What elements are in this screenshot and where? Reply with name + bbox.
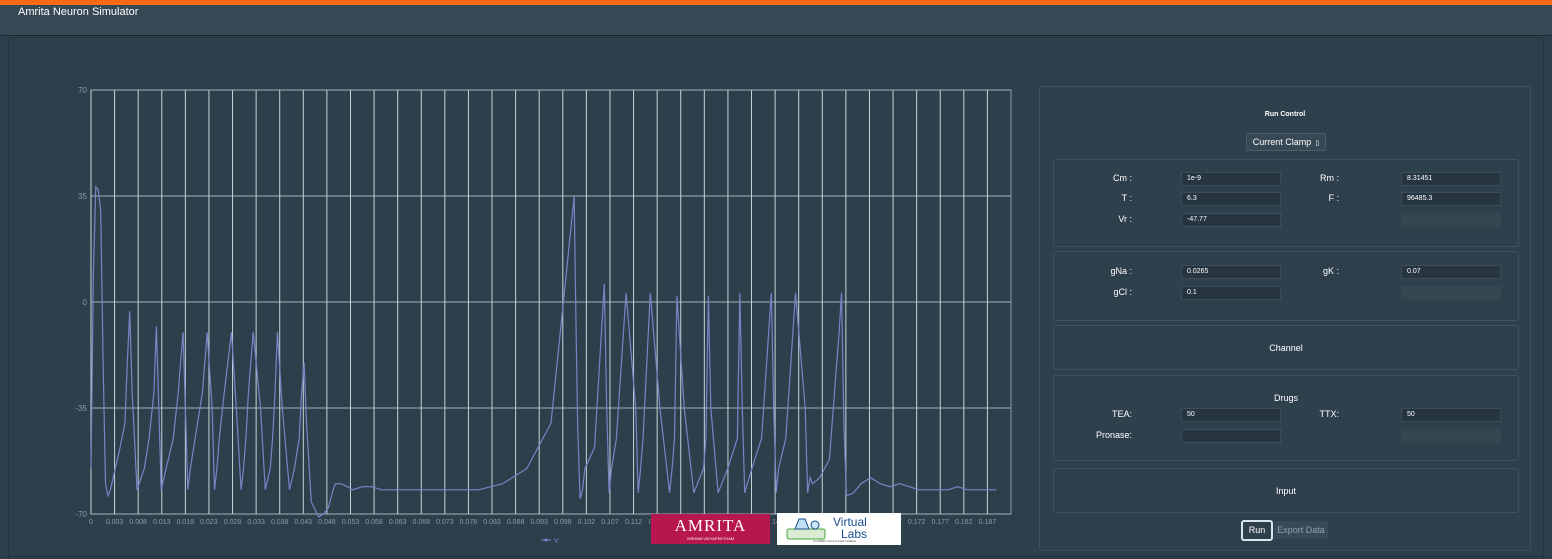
x-tick-label: 0.038 [271, 519, 289, 526]
legend-marker [544, 538, 548, 542]
drugs-box: Drugs TEA: 50 TTX: 50 Pronase: [1053, 375, 1519, 461]
legend-label: V [554, 538, 559, 545]
top-accent-bar [0, 0, 1552, 5]
x-tick-label: 0.063 [389, 519, 407, 526]
gcl-label: gCl : [1113, 287, 1132, 297]
pronase-label: Pronase: [1095, 430, 1132, 440]
x-tick-label: 0.068 [412, 519, 430, 526]
series-line-v [90, 185, 997, 518]
x-tick-label: 0.073 [436, 519, 454, 526]
t-label: T : [1121, 193, 1132, 203]
y-tick-label: -70 [75, 510, 87, 519]
drugs-title: Drugs [1273, 393, 1298, 403]
x-tick-label: 0.093 [530, 519, 548, 526]
x-tick-label: 0.078 [460, 519, 478, 526]
cm-field[interactable]: 1e-9 [1181, 172, 1281, 186]
x-tick-label: 0.048 [318, 519, 336, 526]
vlabs-logo-line1: Virtual [833, 515, 867, 529]
chevron-down-icon: ▯ [1315, 140, 1320, 147]
f-field[interactable]: 96485.3 [1401, 192, 1501, 206]
x-tick-label: 0.107 [601, 519, 619, 526]
gcl-field[interactable]: 0.1 [1181, 286, 1281, 300]
tea-label: TEA: [1111, 409, 1132, 419]
input-box[interactable]: Input [1053, 468, 1519, 513]
membrane-params-box: Cm : 1e-9 Rm : 8.31451 T : 6.3 F : 96485… [1053, 159, 1519, 247]
f-label: F : [1328, 193, 1340, 203]
conductances-box: gNa : 0.0265 gK : 0.07 gCl : 0.1 [1053, 251, 1519, 321]
x-tick-label: 0.172 [908, 519, 926, 526]
tea-field[interactable]: 50 [1181, 408, 1281, 422]
empty-field [1401, 286, 1501, 300]
gna-label: gNa : [1110, 266, 1132, 276]
x-tick-label: 0.187 [979, 519, 997, 526]
flask-icon [786, 518, 826, 540]
x-tick-label: 0.043 [295, 519, 313, 526]
run-control-panel: Run Control Current Clamp ▯ Cm : 1e-9 Rm … [1039, 86, 1531, 551]
pronase-field[interactable] [1181, 429, 1281, 443]
rm-label: Rm : [1320, 173, 1339, 183]
x-tick-label: 0.013 [153, 519, 171, 526]
x-tick-label: 0.102 [578, 519, 596, 526]
x-tick-label: 0.028 [224, 519, 242, 526]
ttx-label: TTX: [1319, 409, 1340, 419]
y-tick-label: 35 [78, 192, 87, 201]
voltage-chart: 70 35 0 -35 -70 0 0.003 0.008 0.013 0.018 0.023 0.0… [17, 78, 1027, 548]
empty-field [1401, 429, 1501, 443]
run-control-title: Run Control [1264, 111, 1306, 118]
x-tick-label: 0.053 [342, 519, 360, 526]
vr-label: Vr : [1118, 214, 1132, 224]
empty-field [1401, 213, 1501, 227]
title-bar: Amrita Neuron Simulator [0, 5, 1552, 36]
channel-box[interactable]: Channel [1053, 325, 1519, 370]
cm-label: Cm : [1113, 173, 1132, 183]
y-tick-label: 0 [83, 298, 88, 307]
app-title: Amrita Neuron Simulator [18, 6, 139, 18]
gna-field[interactable]: 0.0265 [1181, 265, 1281, 279]
main-content: 70 35 0 -35 -70 0 0.003 0.008 0.013 0.018 0.023 0.0… [8, 37, 1544, 557]
run-button[interactable]: Run [1241, 520, 1273, 541]
t-field[interactable]: 6.3 [1181, 192, 1281, 206]
input-title: Input [1275, 486, 1297, 496]
clamp-mode-select[interactable]: Current Clamp ▯ [1246, 133, 1326, 151]
vr-field[interactable]: -47.77 [1181, 213, 1281, 227]
vlabs-logo-line2: Labs [841, 527, 868, 541]
export-data-button[interactable]: Export Data [1274, 521, 1328, 539]
y-tick-label: -35 [75, 404, 87, 413]
x-tick-label: 0.003 [106, 519, 124, 526]
amrita-logo: AMRITA VISHWA VIDYAPEETHAM [651, 514, 770, 544]
y-tick-label: 70 [78, 86, 87, 95]
amrita-logo-text: AMRITA [674, 516, 747, 535]
clamp-mode-label: Current Clamp [1252, 137, 1312, 147]
x-tick-label: 0.018 [177, 519, 195, 526]
x-tick-label: 0.023 [200, 519, 218, 526]
x-tick-label: 0.008 [129, 519, 147, 526]
x-tick-label: 0.088 [507, 519, 525, 526]
vlabs-logo-subtitle: An MHRD Govt of India Initiative [813, 539, 857, 543]
rm-field[interactable]: 8.31451 [1401, 172, 1501, 186]
channel-title: Channel [1269, 343, 1303, 353]
x-tick-label: 0.098 [554, 519, 572, 526]
amrita-logo-subtitle: VISHWA VIDYAPEETHAM [686, 536, 735, 541]
x-tick-label: 0 [89, 519, 93, 526]
gk-field[interactable]: 0.07 [1401, 265, 1501, 279]
x-tick-label: 0.112 [625, 519, 642, 526]
virtual-labs-logo: Virtual Labs An MHRD Govt of India Initi… [777, 513, 901, 545]
gk-label: gK : [1322, 266, 1339, 276]
x-tick-label: 0.182 [955, 519, 973, 526]
x-tick-label: 0.177 [931, 519, 949, 526]
x-tick-label: 0.142 [766, 519, 784, 526]
x-tick-label: 0.083 [483, 519, 501, 526]
x-tick-label: 0.058 [365, 519, 383, 526]
ttx-field[interactable]: 50 [1401, 408, 1501, 422]
x-tick-label: 0.033 [247, 519, 265, 526]
